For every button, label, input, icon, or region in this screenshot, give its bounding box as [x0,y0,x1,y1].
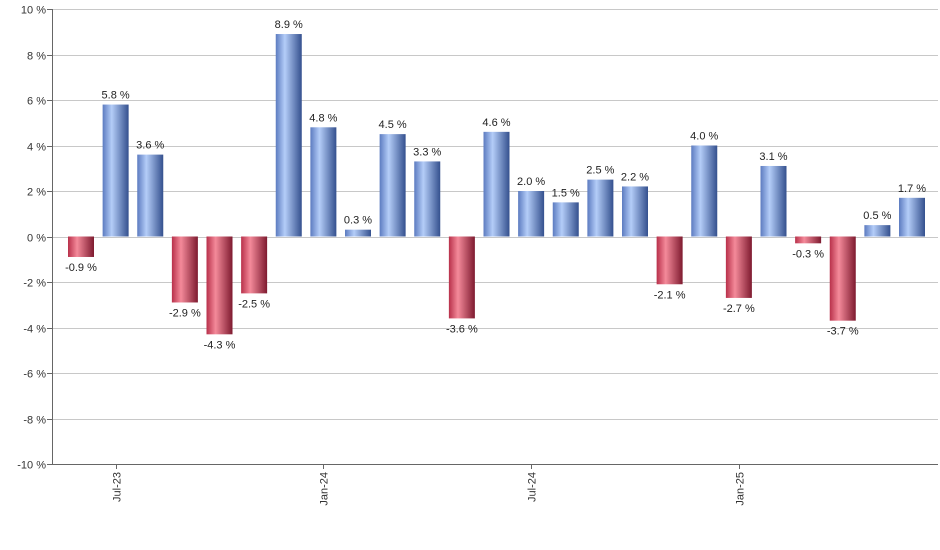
x-tick-label: Jul-24 [527,472,539,502]
bar-value-label: -2.7 % [723,303,755,315]
bar [345,229,371,237]
bar [379,134,406,237]
x-axis: Jul-23 Jan-24 Jul-24 Jan-25 [52,464,938,506]
bar-value-label: 0.5 % [863,210,891,222]
bar [552,202,579,237]
bar [795,236,822,244]
bar [899,197,925,237]
y-tick-label: 0 % [27,233,46,245]
bar-value-label: 4.8 % [309,112,337,124]
bar [829,236,856,321]
bar [206,236,233,335]
bar-value-label: 0.3 % [344,215,372,227]
bar [622,186,648,237]
bar-value-label: 2.2 % [621,171,649,183]
bar-value-label: -0.9 % [65,262,97,274]
bar [864,225,891,237]
x-tick-label: Jul-23 [112,472,124,502]
bar-value-label: 4.5 % [379,119,407,131]
bar [483,131,510,237]
bar-value-label: -3.6 % [446,323,478,335]
x-tick-label: Jan-24 [319,472,331,506]
bar-value-label: 3.6 % [136,140,164,152]
bar-value-label: -2.5 % [238,298,270,310]
bar [760,165,787,237]
y-tick-label: 10 % [21,5,46,17]
bar-value-label: -2.9 % [169,307,201,319]
bar-value-labels: -0.9 % 5.8 % 3.6 % -2.9 % -4.3 % -2.5 % 8.9 % 4… [65,19,926,351]
y-tick-label: -4 % [23,324,46,336]
bar [656,236,683,285]
bar-value-label: 5.8 % [102,90,130,102]
bars [68,34,925,335]
bar [241,236,268,294]
y-axis-tick-labels: 10 % 8 % 6 % 4 % 2 % 0 % -2 % -4 % -6 % -8 % -10 % [17,5,46,472]
bar-value-label: 1.5 % [552,187,580,199]
bar [725,236,752,298]
y-tick-label: -8 % [23,415,46,427]
bar [587,179,614,237]
bar-value-label: 4.0 % [690,131,718,143]
bar [275,34,302,237]
bar [137,154,164,237]
bar [68,236,94,257]
bar-value-label: -2.1 % [654,289,686,301]
bar-value-label: 2.0 % [517,176,545,188]
bar-value-label: 1.7 % [898,183,926,195]
x-tick-label: Jan-25 [735,472,747,506]
y-tick-label: 4 % [27,142,46,154]
bar-value-label: -4.3 % [204,339,236,351]
bar [310,127,337,237]
bar [448,236,475,319]
bar [691,145,718,237]
bar [171,236,198,303]
y-tick-label: -6 % [23,369,46,381]
bar-value-label: 4.6 % [482,117,510,129]
bar-value-label: -0.3 % [792,248,824,260]
bar [102,104,129,237]
y-tick-label: 2 % [27,187,46,199]
y-tick-label: 8 % [27,51,46,63]
y-tick-label: -10 % [17,460,46,472]
y-tick-label: -2 % [23,278,46,290]
bar-value-label: 3.1 % [759,151,787,163]
bar-value-label: -3.7 % [827,326,859,338]
bar [414,161,441,237]
y-tick-label: 6 % [27,96,46,108]
bar-value-label: 2.5 % [586,165,614,177]
bar-value-label: 3.3 % [413,146,441,158]
bar [518,191,545,237]
bar-value-label: 8.9 % [275,19,303,31]
